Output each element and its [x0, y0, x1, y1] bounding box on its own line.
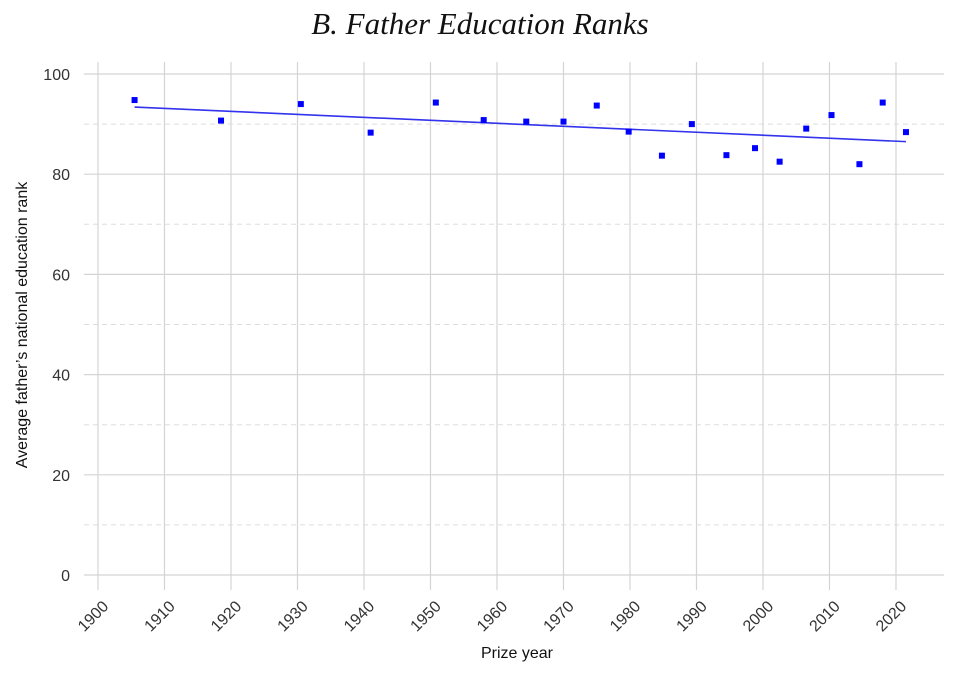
x-tick-label: 1910 — [141, 598, 178, 635]
x-tick-label: 1920 — [208, 598, 245, 635]
data-point — [828, 112, 835, 119]
x-tick-label: 1900 — [75, 598, 112, 635]
chart-title: B. Father Education Ranks — [311, 6, 649, 41]
data-point — [658, 152, 665, 159]
fit-line-group — [134, 106, 907, 143]
x-tick-label: 2020 — [873, 598, 910, 635]
data-point — [776, 158, 783, 165]
x-tick-label: 1930 — [274, 598, 311, 635]
data-point — [367, 129, 374, 136]
x-tick-label: 1980 — [607, 598, 644, 635]
grid — [84, 62, 944, 590]
data-point — [131, 97, 138, 104]
y-tick-label: 100 — [43, 67, 70, 84]
points-group — [131, 97, 909, 168]
x-tick-label: 1990 — [673, 598, 710, 635]
x-tick-label: 1960 — [474, 598, 511, 635]
data-point — [625, 128, 632, 135]
data-point — [803, 125, 810, 132]
x-tick-label: 2000 — [740, 598, 777, 635]
data-point — [432, 99, 439, 106]
data-point — [297, 101, 304, 108]
data-point — [480, 117, 487, 124]
data-point — [902, 129, 909, 136]
y-axis-label: Average father’s national education rank — [14, 181, 31, 468]
fit-line — [134, 106, 907, 143]
y-tick-label: 60 — [52, 267, 70, 284]
x-axis-label: Prize year — [481, 645, 554, 662]
y-tick-label: 0 — [61, 568, 70, 585]
y-tick-labels: 0 20 40 60 80 100 — [43, 67, 70, 585]
y-tick-label: 20 — [52, 468, 70, 485]
data-point — [879, 99, 886, 106]
y-tick-label: 40 — [52, 368, 70, 385]
data-point — [752, 145, 759, 152]
x-tick-label: 1950 — [407, 598, 444, 635]
data-point — [688, 121, 695, 128]
data-point — [218, 117, 225, 124]
data-point — [856, 161, 863, 168]
data-point — [723, 152, 730, 159]
x-tick-labels: 1900 1910 1920 1930 1940 1950 1960 1970 1980 1990… — [75, 598, 910, 635]
data-point — [593, 102, 600, 109]
y-tick-label: 80 — [52, 167, 70, 184]
x-tick-label: 1940 — [341, 598, 378, 635]
data-point — [560, 118, 567, 125]
x-tick-label: 1970 — [540, 598, 577, 635]
data-point — [523, 118, 530, 125]
x-tick-label: 2010 — [806, 598, 843, 635]
